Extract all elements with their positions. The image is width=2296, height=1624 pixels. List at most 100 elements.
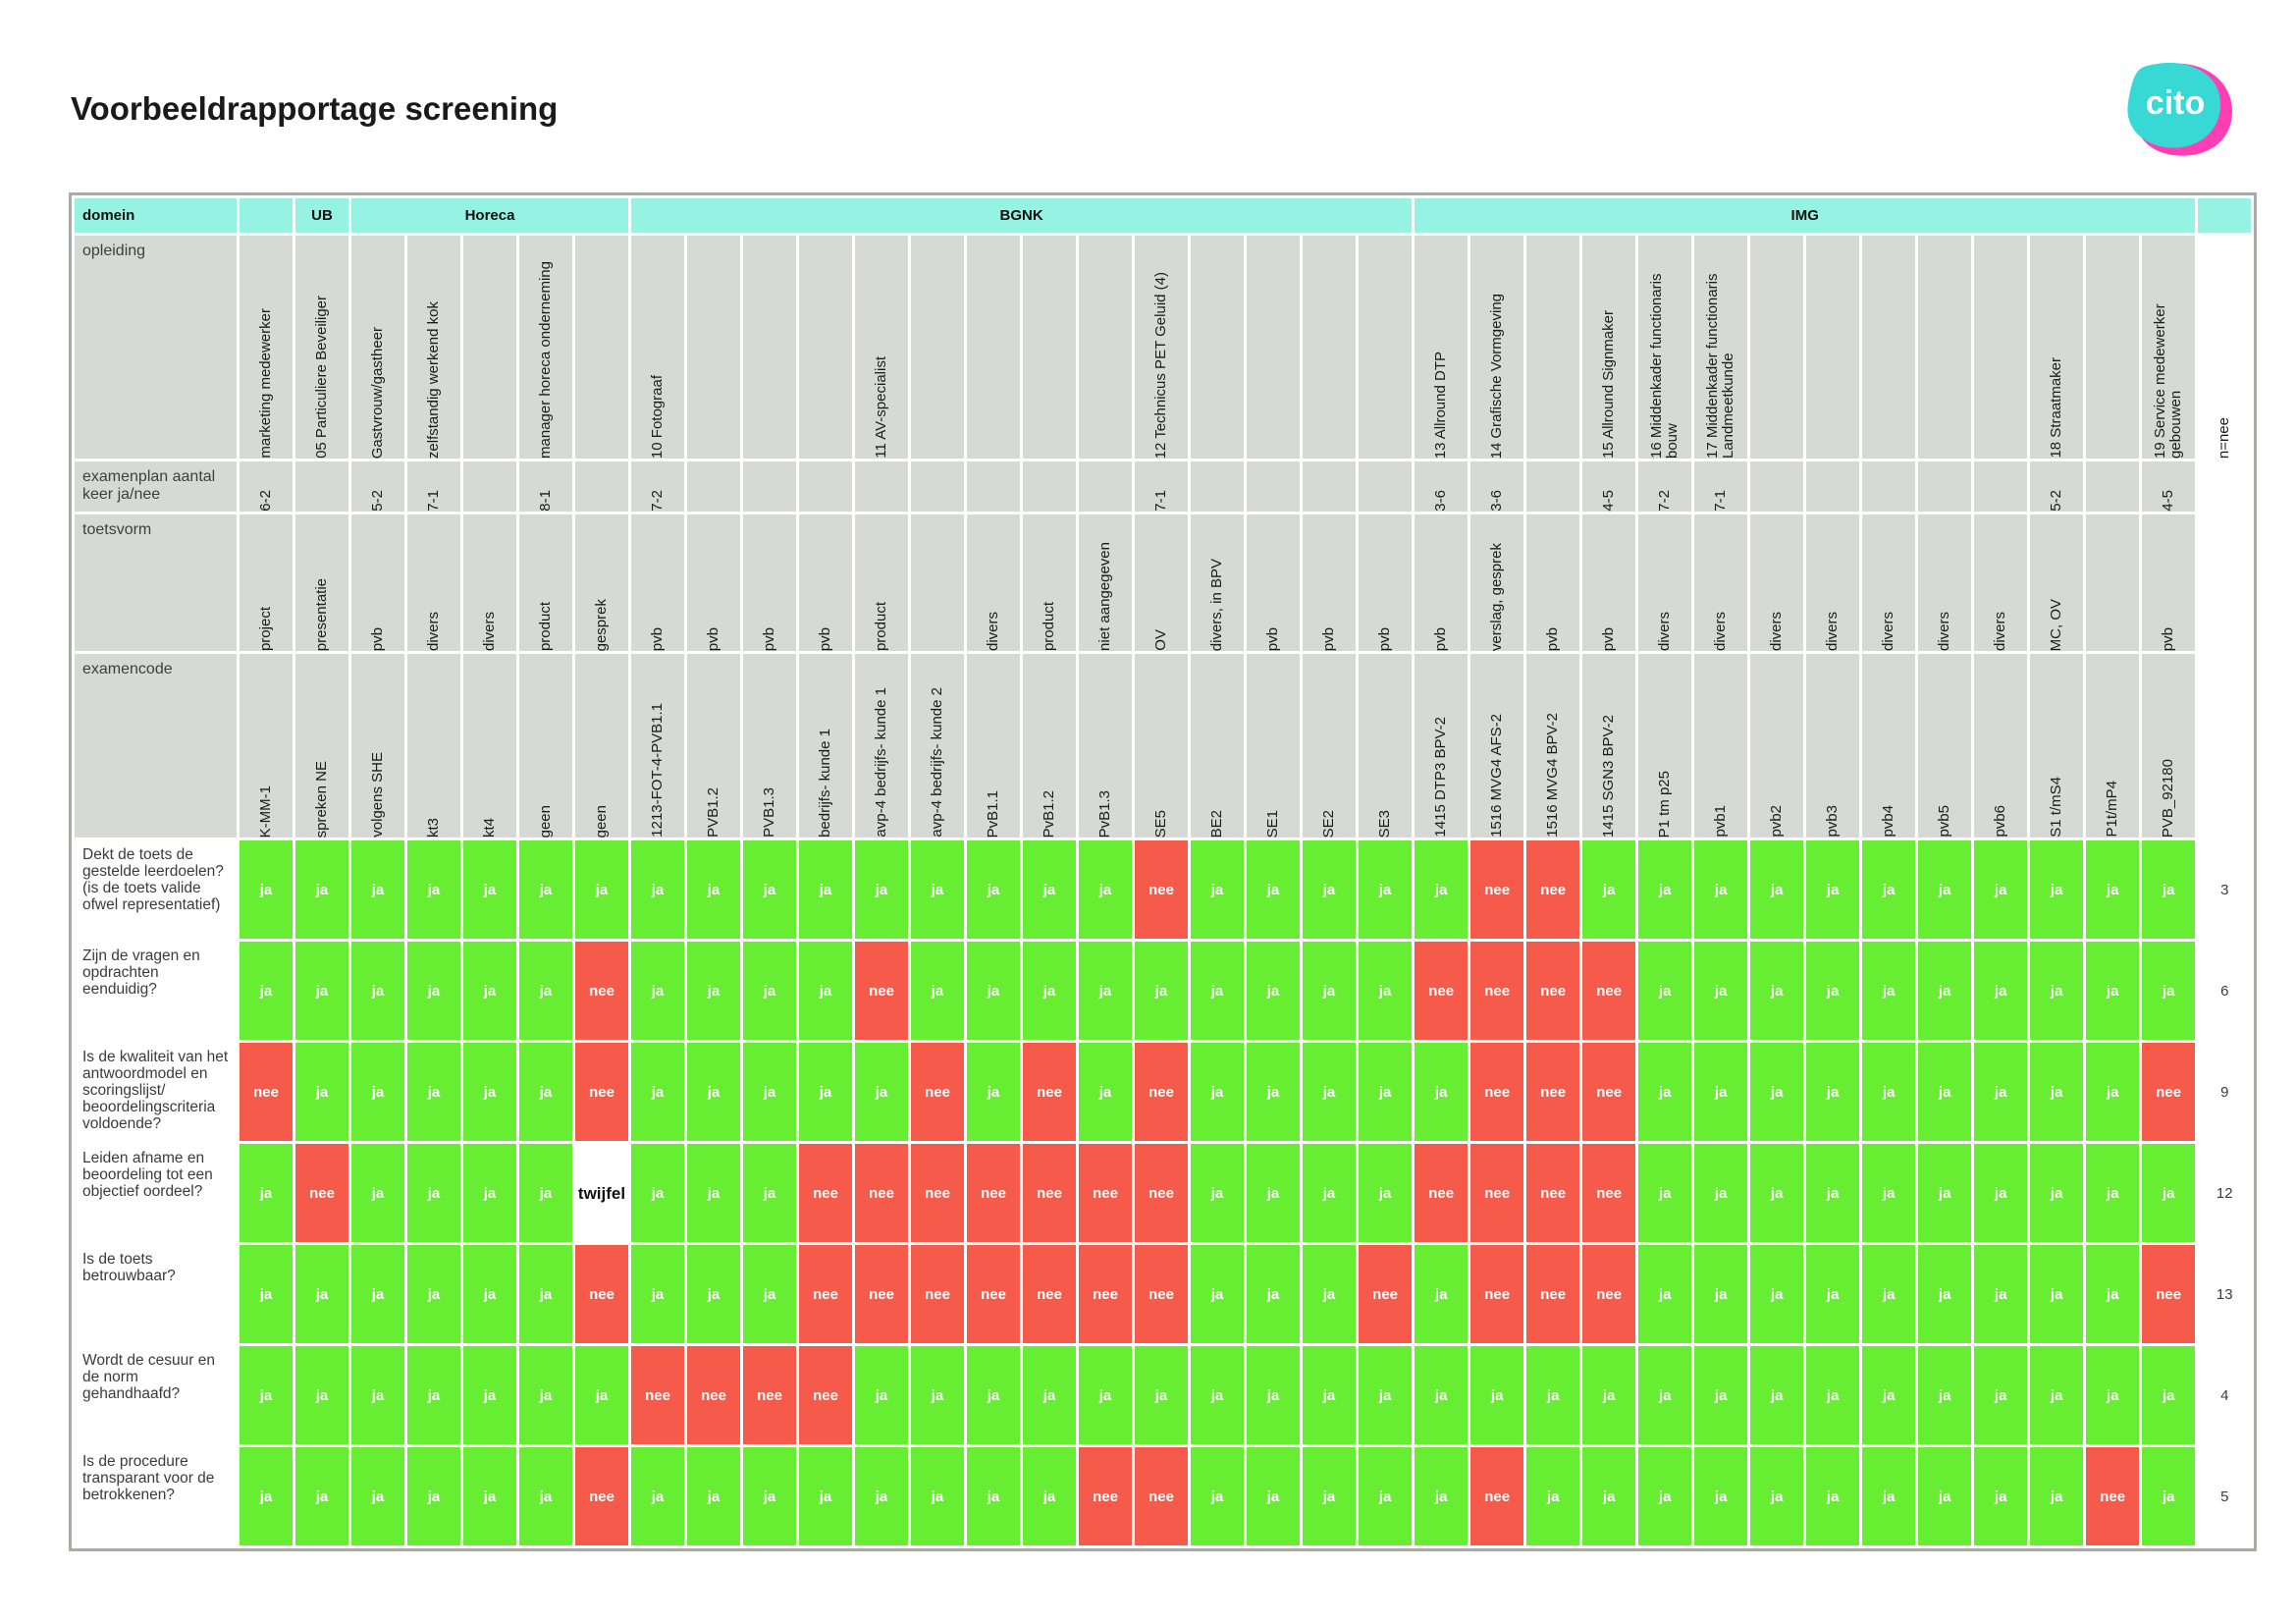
result-cell-nee: nee <box>571 1242 632 1346</box>
result-cell-ja: ja <box>1188 1141 1248 1245</box>
examencode-cell: P1t/mP4 <box>2083 651 2143 840</box>
result-cell-ja: ja <box>2083 1343 2143 1447</box>
cito-logo-text: cito <box>2146 84 2205 122</box>
result-cell-ja: ja <box>2139 1141 2199 1245</box>
result-cell-ja: ja <box>348 1444 407 1548</box>
opleiding-cell <box>1076 233 1136 461</box>
result-cell-ja: ja <box>1747 1444 1807 1548</box>
opleiding-cell: 10 Fotograaf <box>628 233 688 461</box>
toetsvorm-cell: pvb <box>740 512 800 654</box>
toetsvorm-text: niet aangegeven <box>1096 542 1114 651</box>
examencode-cell: 1516 MVG4 AFS-2 <box>1468 651 1527 840</box>
toetsvorm-cell: pvb <box>1412 512 1471 654</box>
nee-count: 6 <box>2195 939 2255 1043</box>
toetsvorm-cell: pvb <box>1523 512 1583 654</box>
result-cell-ja: ja <box>740 838 800 942</box>
result-cell-ja: ja <box>852 1040 912 1144</box>
toetsvorm-text: pvb <box>705 626 722 651</box>
examencode-cell: 1213-FOT-4-PVB1.1 <box>628 651 688 840</box>
result-cell-ja: ja <box>293 1040 351 1144</box>
opleiding-text: 15 Allround Signmaker <box>1600 310 1618 459</box>
opleiding-cell: zelfstandig werkend kok <box>404 233 463 461</box>
row-label-opleiding: opleiding <box>72 233 240 461</box>
opleiding-text: 05 Particuliere Beveiliger <box>313 296 331 459</box>
examencode-text: geen <box>593 804 611 838</box>
toetsvorm-cell: pvb <box>1356 512 1415 654</box>
result-cell-ja: ja <box>964 939 1024 1043</box>
result-cell-ja: ja <box>404 838 463 942</box>
result-cell-ja: ja <box>628 1444 688 1548</box>
examenplan-text: 8-1 <box>537 490 555 512</box>
toetsvorm-cell: divers <box>460 512 519 654</box>
result-cell-ja: ja <box>1859 838 1919 942</box>
examenplan-cell <box>1300 459 1360 514</box>
result-cell-ja: ja <box>571 838 632 942</box>
result-cell-ja: ja <box>684 1242 744 1346</box>
result-cell-ja: ja <box>516 939 575 1043</box>
toetsvorm-text: pvb <box>1320 626 1338 651</box>
result-cell-nee: nee <box>1523 838 1583 942</box>
result-cell-ja: ja <box>852 1444 912 1548</box>
result-cell-ja: ja <box>1747 939 1807 1043</box>
examenplan-row: examenplan aantal keer ja/nee 6-2 5-2 7-1 8-… <box>72 459 2255 514</box>
result-cell-nee: nee <box>1020 1040 1080 1144</box>
result-cell-ja: ja <box>740 1242 800 1346</box>
examenplan-cell <box>293 459 351 514</box>
examencode-cell: SE3 <box>1356 651 1415 840</box>
result-cell-ja: ja <box>2027 1141 2087 1245</box>
examencode-text: 1415 SGN3 BPV-2 <box>1600 714 1618 838</box>
opleiding-text: 13 Allround DTP <box>1432 351 1450 459</box>
result-cell-ja: ja <box>1188 1040 1248 1144</box>
result-cell-ja: ja <box>460 1242 519 1346</box>
result-cell-nee: nee <box>1468 1040 1527 1144</box>
toetsvorm-cell: divers <box>1691 512 1751 654</box>
question-row: Dekt de toets de gestelde leerdoelen? (i… <box>72 838 2255 942</box>
examencode-text: pvb4 <box>1880 805 1897 838</box>
result-cell-ja: ja <box>1244 1343 1304 1447</box>
examencode-text: kt4 <box>481 817 499 838</box>
result-cell-ja: ja <box>1468 1343 1527 1447</box>
opleiding-cell <box>1244 233 1304 461</box>
domain-header: Horeca <box>347 195 632 236</box>
result-cell-ja: ja <box>1915 1141 1975 1245</box>
examencode-cell: SE1 <box>1244 651 1304 840</box>
toetsvorm-cell: MC, OV <box>2027 512 2087 654</box>
toetsvorm-text: divers <box>1880 611 1897 651</box>
domain-header <box>237 195 295 236</box>
result-cell-ja: ja <box>1803 1040 1863 1144</box>
examencode-text: pvb5 <box>1936 805 1953 838</box>
opleiding-text: 10 Fotograaf <box>649 374 667 459</box>
examencode-text: S1 t/mS4 <box>2048 777 2065 838</box>
result-cell-ja: ja <box>1971 838 2031 942</box>
opleiding-cell <box>740 233 800 461</box>
examencode-total-cell <box>2195 651 2255 840</box>
examenplan-cell: 6-2 <box>237 459 295 514</box>
examencode-cell: kt3 <box>404 651 463 840</box>
result-cell-ja: ja <box>1803 939 1863 1043</box>
result-cell-nee: nee <box>2139 1242 2199 1346</box>
result-cell-ja: ja <box>2083 939 2143 1043</box>
result-cell-nee: nee <box>1412 939 1471 1043</box>
result-cell-ja: ja <box>1300 1242 1360 1346</box>
result-cell-nee: nee <box>1523 1141 1583 1245</box>
result-cell-ja: ja <box>348 1343 407 1447</box>
examencode-cell: geen <box>516 651 575 840</box>
result-cell-ja: ja <box>1356 1444 1415 1548</box>
result-cell-ja: ja <box>1244 1040 1304 1144</box>
toetsvorm-cell: product <box>1020 512 1080 654</box>
examencode-cell: PVB_92180 <box>2139 651 2199 840</box>
result-cell-nee: nee <box>1468 1242 1527 1346</box>
result-cell-ja: ja <box>1132 939 1192 1043</box>
result-cell-ja: ja <box>1971 1040 2031 1144</box>
examencode-text: geen <box>537 804 555 838</box>
toetsvorm-cell <box>2083 512 2143 654</box>
result-cell-ja: ja <box>852 1343 912 1447</box>
result-cell-ja: ja <box>404 1242 463 1346</box>
examenplan-cell <box>1076 459 1136 514</box>
result-cell-nee: nee <box>1076 1242 1136 1346</box>
opleiding-text: zelfstandig werkend kok <box>425 300 443 459</box>
examencode-cell: PVB1.2 <box>684 651 744 840</box>
result-cell-ja: ja <box>1747 1343 1807 1447</box>
toetsvorm-row: toetsvorm project presentatie pvb divers dive… <box>72 512 2255 654</box>
result-cell-nee: nee <box>1076 1444 1136 1548</box>
